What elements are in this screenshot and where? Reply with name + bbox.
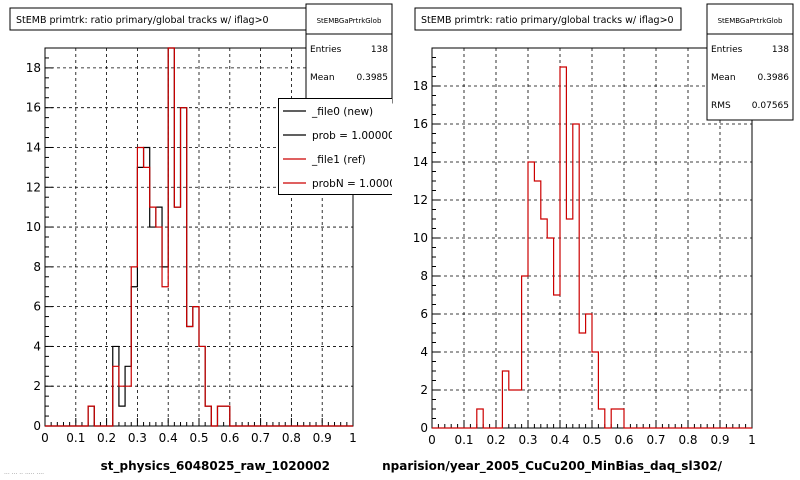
y-tick-label: 16 <box>413 117 428 131</box>
y-tick-label: 6 <box>33 300 41 314</box>
y-tick-label: 6 <box>420 307 428 321</box>
y-tick-label: 12 <box>413 193 428 207</box>
y-tick-label: 16 <box>26 101 41 115</box>
histogram-series-1 <box>432 66 752 429</box>
stats-label: RMS <box>711 101 731 111</box>
y-tick-label: 2 <box>33 379 41 393</box>
stats-label: Entries <box>310 45 342 55</box>
x-tick-label: 0.7 <box>646 433 665 447</box>
x-tick-label: 0.3 <box>128 431 147 445</box>
stats-label: Mean <box>310 73 335 83</box>
chart-title: StEMB primtrk: ratio primary/global trac… <box>16 15 269 26</box>
x-tick-label: 0.5 <box>189 431 208 445</box>
x-axis-label: nparision/year_2005_CuCu200_MinBias_daq_… <box>382 459 722 474</box>
y-tick-label: 12 <box>26 180 41 194</box>
y-tick-label: 10 <box>26 220 41 234</box>
y-tick-label: 4 <box>33 339 41 353</box>
legend-label: prob = 1.000000 <box>312 130 401 142</box>
x-tick-label: 0.9 <box>710 433 729 447</box>
y-tick-label: 8 <box>420 269 428 283</box>
x-tick-label: 0.5 <box>582 433 601 447</box>
stats-label: Mean <box>711 73 736 83</box>
x-tick-label: 0.6 <box>614 433 633 447</box>
stats-value: 0.3985 <box>357 73 389 83</box>
y-tick-label: 10 <box>413 231 428 245</box>
x-tick-label: 0 <box>428 433 436 447</box>
x-tick-label: 0.1 <box>66 431 85 445</box>
stats-box-name: StEMBGaPrtrkGlob <box>317 17 382 25</box>
x-tick-label: 0.2 <box>486 433 505 447</box>
histogram-panel-2: 0 0.1 0.2 0.3 0.4 0.5 0.6 0.7 0.8 0.9 102468101214… <box>382 3 794 474</box>
y-tick-label: 18 <box>26 61 41 75</box>
legend-label: _file0 (new) <box>311 106 373 118</box>
legend: _file0 (new) prob = 1.000000 _file1 (ref) p… <box>278 98 409 195</box>
x-tick-label: 0.9 <box>313 431 332 445</box>
legend-box <box>278 98 392 195</box>
x-tick-label: 0.4 <box>550 433 569 447</box>
x-tick-label: 0.2 <box>97 431 116 445</box>
y-tick-label: 0 <box>33 419 41 433</box>
x-axis-label: st_physics_6048025_raw_1020002 <box>101 459 330 474</box>
x-tick-label: 0.6 <box>220 431 239 445</box>
y-tick-label: 8 <box>33 260 41 274</box>
stats-box-name: StEMBGaPrtrkGlob <box>718 17 783 25</box>
stats-box <box>706 3 794 121</box>
y-tick-label: 0 <box>420 421 428 435</box>
histogram-panel-1: 0 0.1 0.2 0.3 0.4 0.5 0.6 0.7 0.8 0.9 102468101214… <box>9 3 409 474</box>
stats-value: 138 <box>772 45 789 55</box>
legend-label: _file1 (ref) <box>311 154 366 166</box>
title-box <box>414 7 682 31</box>
chart-title: StEMB primtrk: ratio primary/global trac… <box>421 15 674 26</box>
x-tick-label: 0 <box>41 431 49 445</box>
histogram-series-2 <box>45 47 353 427</box>
x-tick-label: 1 <box>349 431 357 445</box>
y-tick-label: 14 <box>413 155 428 169</box>
y-tick-label: 2 <box>420 383 428 397</box>
x-tick-label: 0.8 <box>678 433 697 447</box>
x-tick-label: 0.8 <box>282 431 301 445</box>
x-tick-label: 1 <box>748 433 756 447</box>
stats-box <box>305 3 393 104</box>
stats-value: 138 <box>371 45 388 55</box>
stats-value: 0.3986 <box>758 73 790 83</box>
x-tick-label: 0.3 <box>518 433 537 447</box>
y-tick-label: 18 <box>413 79 428 93</box>
status-text: ··· ··· ·· ····· ···· <box>4 471 44 478</box>
x-tick-label: 0.1 <box>454 433 473 447</box>
stats-value: 0.07565 <box>752 101 789 111</box>
y-tick-label: 4 <box>420 345 428 359</box>
x-tick-label: 0.4 <box>159 431 178 445</box>
y-tick-label: 14 <box>26 140 41 154</box>
legend-label: probN = 1.000000 <box>312 178 409 190</box>
x-tick-label: 0.7 <box>251 431 270 445</box>
stats-label: Entries <box>711 45 743 55</box>
